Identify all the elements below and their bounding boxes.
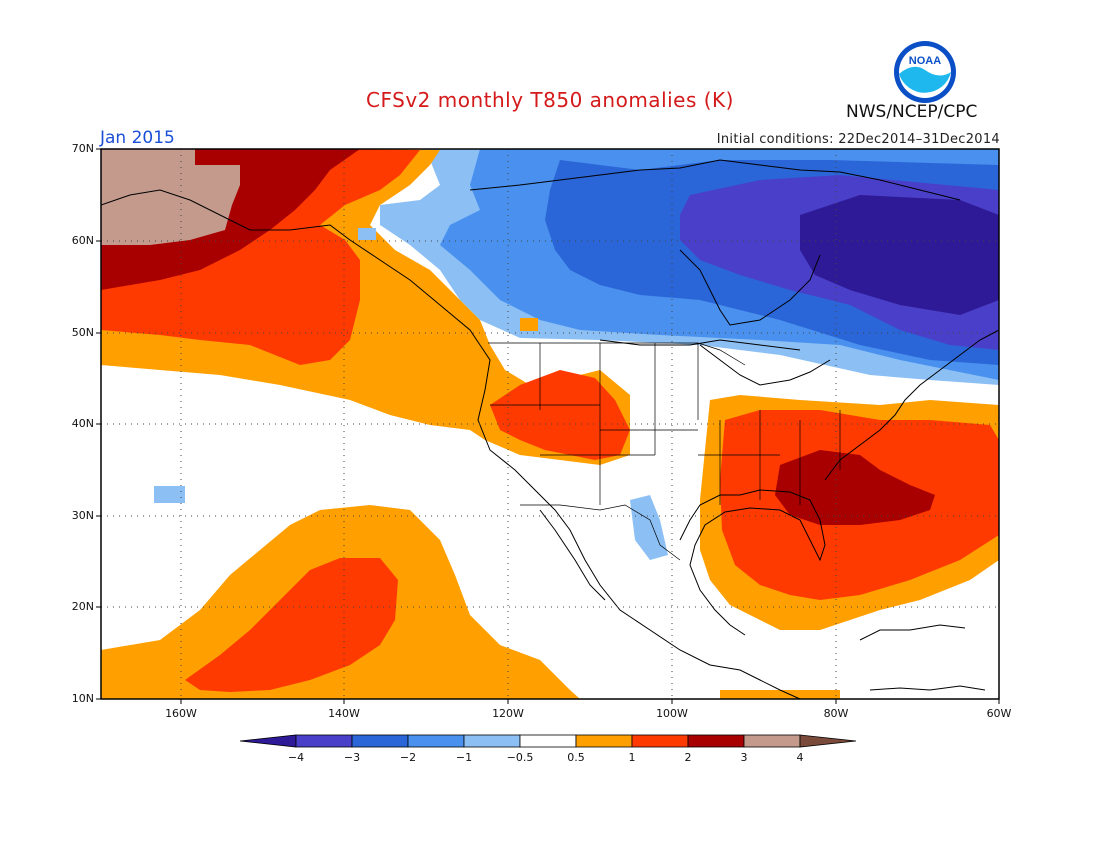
lon-label: 60W — [986, 707, 1012, 720]
lon-label: 80W — [823, 707, 849, 720]
map-title: CFSv2 monthly T850 anomalies (K) — [366, 88, 734, 112]
lat-label: 60N — [71, 234, 94, 247]
agency-label: NWS/NCEP/CPC — [846, 102, 978, 122]
lon-label: 140W — [328, 707, 360, 720]
colorbar-arrow-left — [239, 734, 297, 748]
colorbar-label: 3 — [740, 751, 748, 764]
colorbar-segment — [295, 734, 353, 748]
lat-label: 10N — [71, 692, 94, 705]
colorbar-segment — [687, 734, 745, 748]
colorbar-segment — [407, 734, 465, 748]
colorbar-label: 1 — [628, 751, 636, 764]
lat-label: 70N — [71, 142, 94, 155]
colorbar-label: −1 — [455, 751, 473, 764]
tick-marks — [96, 148, 1000, 704]
warm-anomaly-strong-east — [775, 450, 935, 525]
valid-month: Jan 2015 — [100, 128, 175, 148]
lat-label: 20N — [71, 600, 94, 613]
lon-label: 100W — [656, 707, 688, 720]
anomaly-fields — [101, 149, 999, 699]
coastlines — [101, 159, 999, 699]
lat-label: 40N — [71, 417, 94, 430]
colorbar-segment — [575, 734, 633, 748]
colorbar-segment — [519, 734, 577, 748]
warm-anomaly-moderate-west — [490, 370, 630, 460]
political-borders — [488, 342, 841, 561]
colorbar — [239, 734, 857, 748]
lon-label: 160W — [165, 707, 197, 720]
colorbar-segment — [631, 734, 689, 748]
lat-label: 50N — [71, 326, 94, 339]
noaa-logo: NOAA — [893, 40, 957, 104]
warm-patch-west — [520, 318, 538, 331]
colorbar-label: 4 — [796, 751, 804, 764]
colorbar-arrow-right — [799, 734, 857, 748]
colorbar-label: −2 — [399, 751, 417, 764]
colorbar-segment — [463, 734, 521, 748]
colorbar-segment — [743, 734, 801, 748]
lon-label: 120W — [492, 707, 524, 720]
cold-patch-mexico — [630, 495, 668, 560]
warm-anomaly-moderate-subtropical — [185, 558, 398, 692]
lat-label: 30N — [71, 509, 94, 522]
cold-patch-pacific — [154, 486, 185, 503]
colorbar-label: 2 — [684, 751, 692, 764]
colorbar-label: 0.5 — [567, 751, 585, 764]
colorbar-segment — [351, 734, 409, 748]
initial-conditions: Initial conditions: 22Dec2014–31Dec2014 — [716, 132, 1000, 147]
colorbar-label: −0.5 — [506, 751, 534, 764]
warm-patch-caribbean — [720, 690, 840, 699]
cold-patch-alaska — [358, 228, 376, 240]
colorbar-label: −4 — [287, 751, 305, 764]
cold-anomaly-extreme — [800, 195, 999, 315]
noaa-logo-text: NOAA — [909, 55, 941, 67]
colorbar-label: −3 — [343, 751, 361, 764]
warm-anomaly-extreme-alaska — [101, 149, 240, 245]
